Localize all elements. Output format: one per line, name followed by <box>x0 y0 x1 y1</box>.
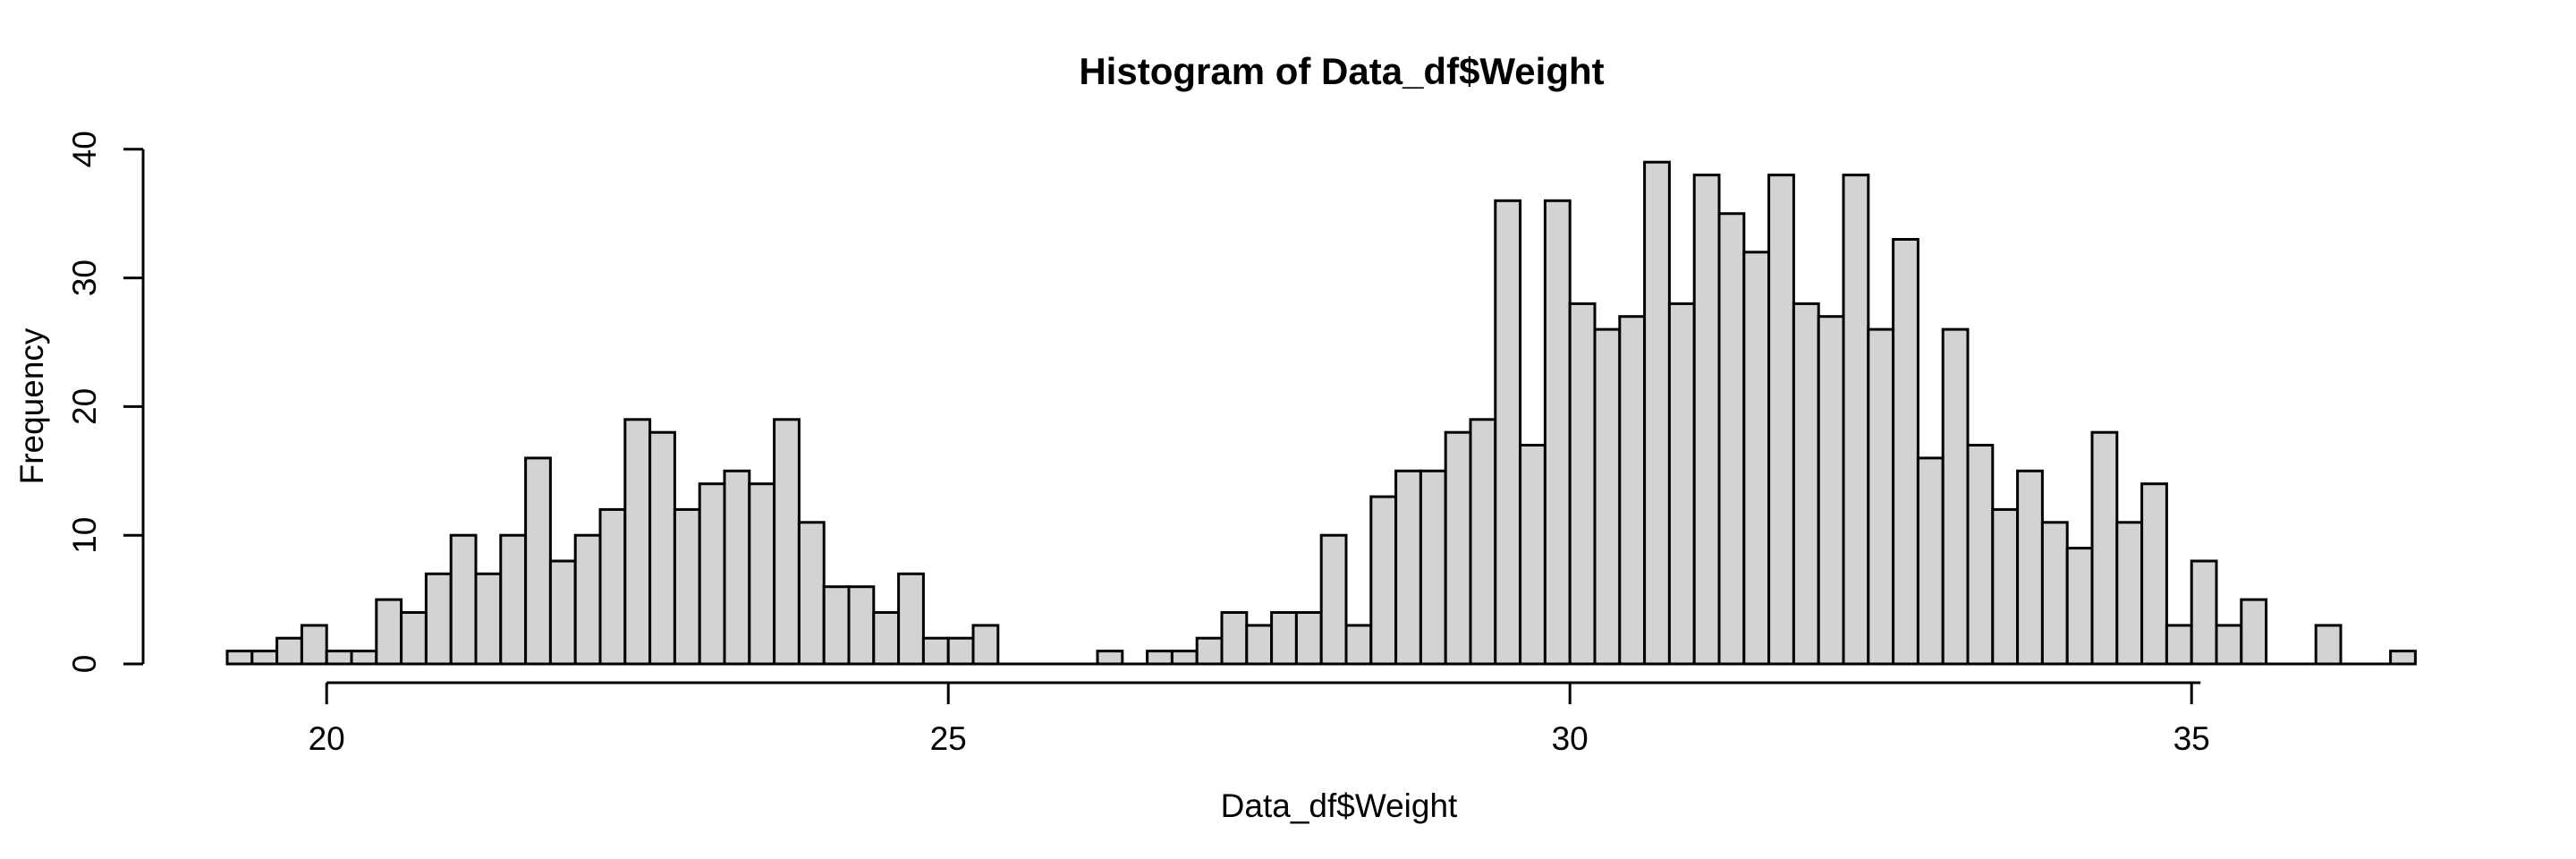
histogram-bar <box>872 611 901 666</box>
histogram-bar <box>1394 469 1422 666</box>
y-tick-label: 10 <box>66 517 103 554</box>
histogram-bar <box>1469 418 1497 666</box>
histogram-bar <box>350 650 378 666</box>
histogram-bar <box>1842 174 1870 666</box>
histogram-bar <box>2240 598 2268 666</box>
histogram-bar <box>375 598 403 666</box>
histogram-bar <box>2314 624 2343 666</box>
histogram-bar <box>897 572 925 666</box>
histogram-bar <box>797 521 826 666</box>
histogram-bar <box>524 456 552 666</box>
y-tick-label: 40 <box>66 131 103 167</box>
histogram-bar <box>1618 315 1647 666</box>
histogram-bar <box>1941 327 1970 666</box>
histogram-bar <box>2215 624 2243 666</box>
histogram-bar <box>1146 650 1174 666</box>
histogram-bar <box>1319 533 1348 666</box>
histogram-bar <box>1568 302 1597 666</box>
histogram-bar <box>1916 456 1945 666</box>
histogram-bar <box>971 624 1000 666</box>
histogram-bar <box>1892 238 1919 666</box>
histogram-bar <box>946 636 975 666</box>
histogram-bar <box>400 611 428 666</box>
histogram-bar <box>2389 650 2417 666</box>
histogram-bar <box>548 559 577 666</box>
x-axis-label: Data_df$Weight <box>1220 787 1458 824</box>
histogram-bar <box>1519 444 1546 666</box>
histogram-bar <box>1294 611 1323 666</box>
histogram-bar <box>698 482 726 666</box>
histogram-bar <box>1817 315 1845 666</box>
chart-title: Histogram of Data_df$Weight <box>1079 50 1605 92</box>
histogram-bar <box>225 650 254 666</box>
histogram-bar <box>474 572 503 666</box>
histogram-bar <box>723 469 751 666</box>
histogram-bar <box>1220 611 1249 666</box>
y-tick-label: 0 <box>66 655 103 674</box>
histogram-bar <box>1096 650 1124 666</box>
histogram-bar <box>623 418 652 666</box>
histogram-bar <box>847 585 876 666</box>
x-tick-label: 25 <box>930 720 967 757</box>
histogram-bar <box>598 507 627 666</box>
histogram-bar <box>1245 624 1274 666</box>
histogram-bar <box>1593 327 1622 666</box>
histogram-bar <box>1444 430 1472 666</box>
histogram-bar <box>2040 521 2069 666</box>
histogram-bar <box>822 585 851 666</box>
histogram-bar <box>1767 174 1795 666</box>
histogram-bar <box>673 507 701 666</box>
histogram-bar <box>1494 199 1522 666</box>
histogram-bar <box>2140 482 2168 666</box>
histogram-bar <box>773 418 801 666</box>
histogram-bar <box>2190 559 2218 666</box>
histogram-bar <box>1170 650 1199 666</box>
histogram-bar <box>300 624 328 666</box>
x-tick-label: 30 <box>1552 720 1589 757</box>
histogram-bar <box>1270 611 1298 666</box>
histogram-bar <box>1667 302 1696 666</box>
y-axis-label: Frequency <box>13 327 50 485</box>
histogram-bar <box>2016 469 2044 666</box>
histogram-bar <box>1717 212 1746 666</box>
histogram-bar <box>573 533 602 666</box>
x-tick-label: 35 <box>2174 720 2210 757</box>
histogram-bar <box>1991 507 2020 666</box>
histogram-bar <box>1543 199 1572 666</box>
histogram-bar <box>1344 624 1373 666</box>
histogram-bar <box>648 430 676 666</box>
histogram-bar <box>2115 521 2144 666</box>
histogram-bar <box>1867 327 1895 666</box>
x-tick-label: 20 <box>309 720 345 757</box>
histogram-bar <box>1195 636 1224 666</box>
histogram-bar <box>748 482 776 666</box>
histogram-bar <box>424 572 453 666</box>
histogram-bar <box>2165 624 2193 666</box>
histogram-bar <box>1643 160 1671 666</box>
histogram-bar <box>1742 251 1771 666</box>
histogram-bar <box>1692 174 1721 666</box>
y-tick-label: 30 <box>66 259 103 296</box>
histogram-bar <box>250 650 279 666</box>
histogram-bar <box>325 650 353 666</box>
histogram-bar <box>2090 430 2119 666</box>
histogram-bar <box>1419 469 1447 666</box>
histogram-bar <box>1966 444 1995 666</box>
histogram-bar <box>921 636 950 666</box>
histogram-bar <box>275 636 303 666</box>
histogram-bar <box>449 533 478 666</box>
histogram-bar <box>1369 495 1398 666</box>
histogram-bar <box>499 533 528 666</box>
y-tick-label: 20 <box>66 388 103 425</box>
histogram-bar <box>2065 547 2094 666</box>
histogram-bar <box>1792 302 1820 666</box>
